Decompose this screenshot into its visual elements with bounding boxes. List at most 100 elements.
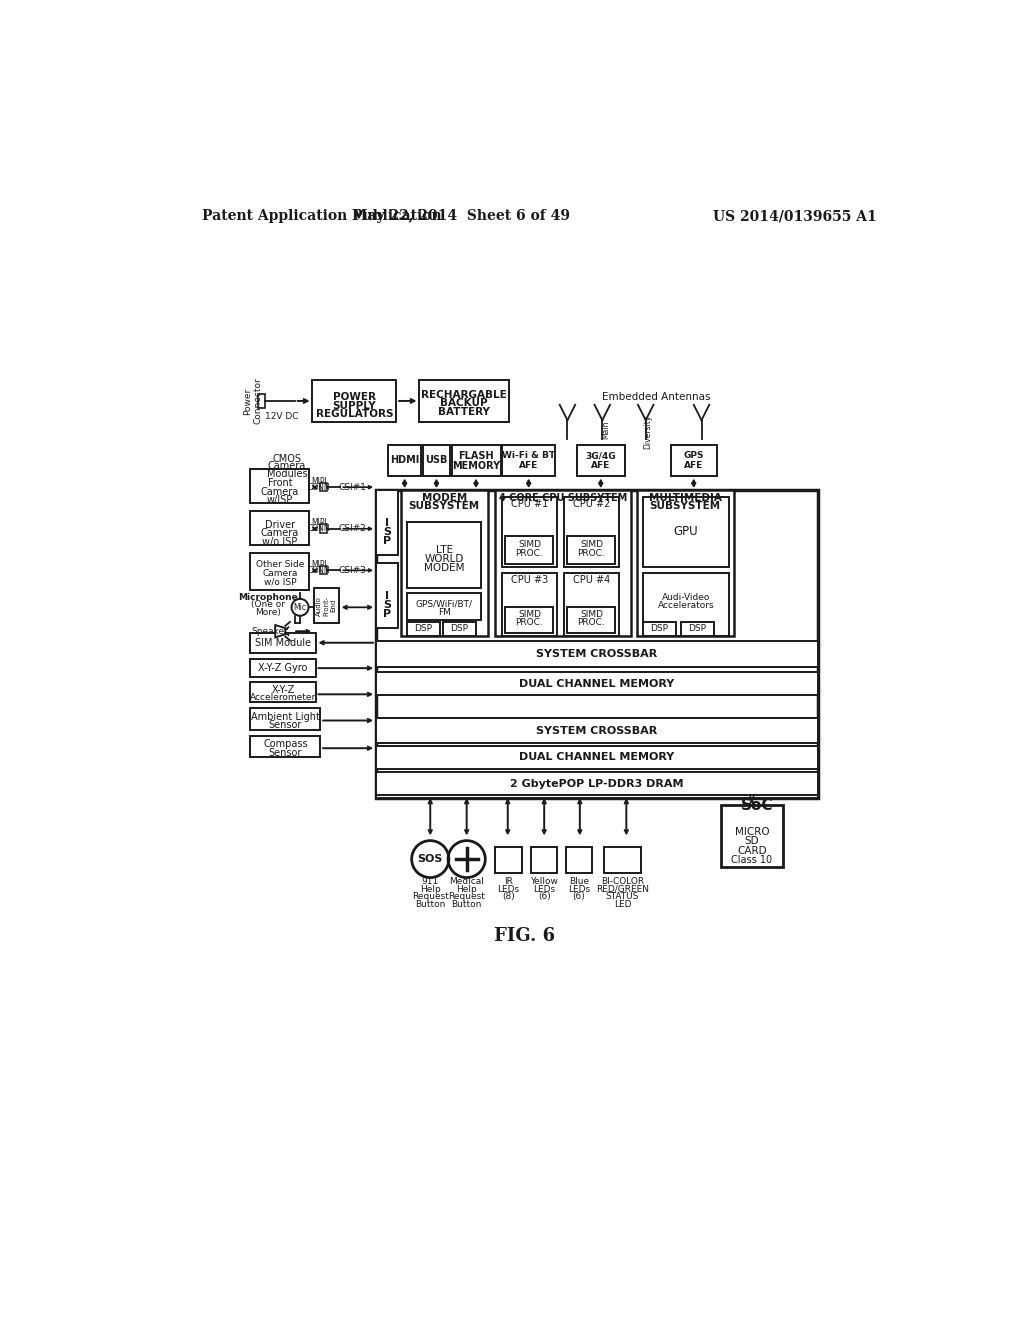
Bar	[251, 632, 315, 653]
Text: Accelerators: Accelerators	[657, 602, 715, 610]
Text: (6): (6)	[538, 892, 551, 902]
Bar	[563, 573, 620, 636]
Text: Class 10: Class 10	[731, 855, 772, 865]
Text: CPU #4: CPU #4	[572, 574, 610, 585]
Text: CONN: CONN	[308, 524, 331, 533]
Text: CPU #1: CPU #1	[511, 499, 548, 510]
Text: Medical: Medical	[450, 876, 484, 886]
Text: MIPI: MIPI	[311, 560, 328, 569]
Bar	[503, 445, 555, 475]
Text: Camera: Camera	[261, 528, 299, 539]
Polygon shape	[275, 626, 286, 638]
Text: DSP: DSP	[415, 624, 432, 634]
Bar	[251, 708, 321, 730]
Text: MODEM: MODEM	[422, 492, 467, 503]
Bar	[452, 445, 501, 475]
Text: CMOS: CMOS	[272, 454, 301, 463]
Text: SIMD: SIMD	[518, 610, 541, 619]
Text: May 22, 2014  Sheet 6 of 49: May 22, 2014 Sheet 6 of 49	[352, 209, 570, 223]
Text: LEDs: LEDs	[568, 884, 590, 894]
Bar	[321, 483, 328, 491]
Text: Modules: Modules	[266, 469, 307, 479]
Bar	[566, 847, 592, 873]
Bar	[604, 847, 641, 873]
Text: More): More)	[255, 609, 282, 618]
Text: Button: Button	[415, 900, 445, 909]
Text: LEDs: LEDs	[534, 884, 555, 894]
Bar	[312, 380, 396, 422]
Text: Sensor: Sensor	[268, 721, 302, 730]
Text: DUAL CHANNEL MEMORY: DUAL CHANNEL MEMORY	[519, 678, 675, 689]
Bar	[388, 445, 421, 475]
Text: Other Side: Other Side	[256, 561, 304, 569]
Bar	[251, 553, 309, 590]
Text: FLASH: FLASH	[458, 450, 494, 461]
Text: PROC.: PROC.	[515, 549, 544, 558]
Bar	[502, 573, 557, 636]
Bar	[407, 521, 481, 589]
Text: X-Y-Z Gyro: X-Y-Z Gyro	[258, 663, 307, 673]
Bar	[681, 622, 714, 636]
Bar	[251, 511, 309, 545]
Text: Sensor: Sensor	[268, 748, 302, 758]
Bar	[376, 772, 818, 795]
Bar	[496, 847, 521, 873]
Text: Camera: Camera	[262, 569, 298, 578]
Text: Audio
Front-
End: Audio Front- End	[316, 595, 337, 616]
Text: w/ISP: w/ISP	[267, 495, 293, 506]
Text: SYSTEM CROSSBAR: SYSTEM CROSSBAR	[537, 649, 657, 659]
Bar	[643, 622, 676, 636]
Text: HDMI: HDMI	[390, 455, 419, 465]
Text: Camera: Camera	[261, 487, 299, 496]
Text: Accelerometer: Accelerometer	[250, 693, 316, 702]
Text: 12V DC: 12V DC	[264, 412, 298, 421]
Text: Ambient Light: Ambient Light	[251, 711, 319, 722]
Text: GPS/WiFi/BT/: GPS/WiFi/BT/	[416, 599, 473, 609]
Text: SIMD: SIMD	[580, 610, 603, 619]
Bar	[376, 672, 818, 696]
Bar	[376, 562, 397, 628]
Bar	[567, 607, 615, 634]
Text: SIM Module: SIM Module	[255, 638, 311, 648]
Text: CSI#2: CSI#2	[338, 524, 366, 533]
Text: Wi-Fi & BT: Wi-Fi & BT	[502, 451, 555, 461]
Text: SUBSYSTEM: SUBSYSTEM	[649, 502, 721, 511]
Text: Request: Request	[412, 892, 449, 902]
Bar	[423, 445, 451, 475]
Text: BATTERY: BATTERY	[437, 407, 489, 417]
Text: SOS: SOS	[418, 854, 443, 865]
Bar	[442, 622, 476, 636]
Bar	[407, 593, 481, 620]
Text: CSI#3: CSI#3	[338, 566, 366, 574]
Bar	[258, 395, 265, 408]
Text: US 2014/0139655 A1: US 2014/0139655 A1	[713, 209, 877, 223]
Text: AFE: AFE	[684, 461, 703, 470]
Text: MICRO: MICRO	[734, 828, 769, 837]
Text: S: S	[383, 527, 391, 537]
Text: Patent Application Publication: Patent Application Publication	[202, 209, 441, 223]
Text: (One or: (One or	[251, 601, 286, 610]
Bar	[637, 490, 734, 636]
Text: SUPPLY: SUPPLY	[333, 400, 376, 411]
Text: Diversity: Diversity	[643, 414, 652, 449]
Text: I: I	[385, 591, 389, 601]
Bar	[376, 490, 818, 797]
Text: P: P	[383, 536, 391, 546]
Text: X-Y-Z: X-Y-Z	[271, 685, 295, 694]
Text: w/o ISP: w/o ISP	[263, 577, 296, 586]
Bar	[251, 737, 321, 758]
Text: S: S	[383, 601, 391, 610]
Bar	[376, 776, 818, 797]
Text: SIMD: SIMD	[518, 540, 541, 549]
Text: DSP: DSP	[688, 624, 706, 634]
Bar	[506, 607, 554, 634]
Text: Compass: Compass	[263, 739, 307, 750]
Bar	[251, 470, 309, 503]
Text: I: I	[385, 517, 389, 528]
Bar	[321, 524, 328, 533]
Text: IR: IR	[504, 876, 513, 886]
Text: (6): (6)	[572, 892, 586, 902]
Text: BACKUP: BACKUP	[439, 399, 487, 408]
Bar	[643, 573, 729, 636]
Text: Driver: Driver	[265, 520, 295, 529]
